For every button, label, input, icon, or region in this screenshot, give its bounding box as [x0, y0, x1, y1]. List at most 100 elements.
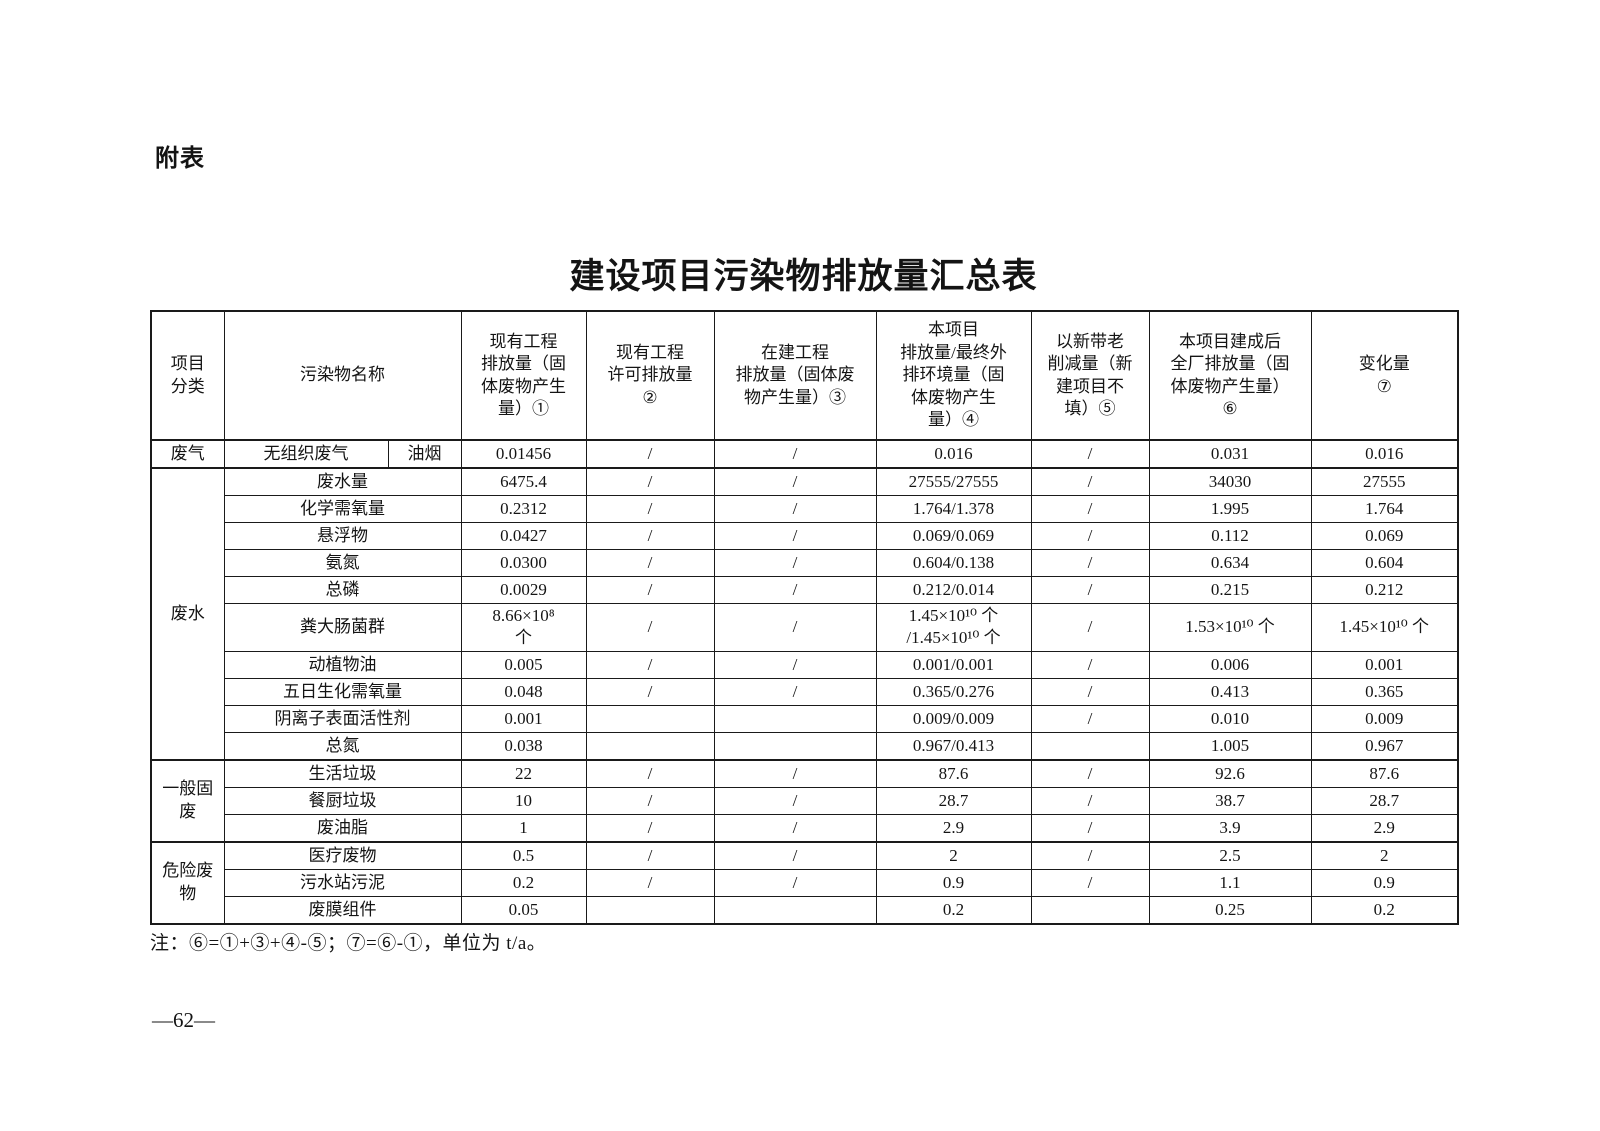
cell-value: 0.048 — [460, 677, 587, 706]
cell-value: / — [585, 786, 715, 815]
cell-value: 0.604 — [1310, 549, 1459, 577]
cell-value: / — [1030, 549, 1150, 577]
cell-pollutant-name: 粪大肠菌群 — [223, 603, 462, 652]
cell-value: / — [713, 677, 877, 706]
table-row: 废膜组件 0.05 0.2 0.25 0.2 — [151, 895, 1459, 925]
cell-value: 1.45×10¹⁰ 个 /1.45×10¹⁰ 个 — [875, 603, 1032, 652]
appendix-label: 附表 — [155, 145, 205, 172]
cell-value: / — [713, 868, 877, 897]
cell-value: 0.2 — [875, 895, 1032, 925]
table-row: 废气 无组织废气 油烟 0.01456//0.016/0.031 0.016 — [150, 439, 1459, 469]
cell-value: 27555/27555 — [875, 467, 1032, 496]
cell-value: 0.413 — [1148, 677, 1312, 706]
cell-value: 0.365 — [1310, 677, 1459, 706]
header-category: 项目 分类 — [150, 310, 225, 441]
cell-value — [585, 895, 715, 925]
emissions-table: 项目 分类 污染物名称 现有工程 排放量（固 体废物产生 量）① 现有工程 许可… — [150, 310, 1459, 925]
cell-value: / — [713, 603, 877, 652]
table-row: 氨氮 0.0300//0.604/0.138/0.634 0.604 — [151, 549, 1459, 577]
cell-value: 34030 — [1148, 467, 1312, 496]
header-project-emission: 本项目 排放量/最终外 排环境量（固 体废物产生 量）④ — [875, 310, 1032, 441]
table-row: 五日生化需氧量 0.048//0.365/0.276/0.413 0.365 — [151, 677, 1459, 706]
cell-value: 2.5 — [1148, 840, 1312, 870]
cell-value — [713, 704, 877, 733]
cell-value: / — [585, 758, 715, 788]
cell-value: 1.764/1.378 — [875, 495, 1032, 523]
header-row: 项目 分类 污染物名称 现有工程 排放量（固 体废物产生 量）① 现有工程 许可… — [150, 310, 1459, 441]
cell-value: 0.05 — [460, 895, 587, 925]
cell-pollutant-name: 氨氮 — [223, 549, 462, 577]
cell-value: / — [585, 650, 715, 679]
cell-value: 1.53×10¹⁰ 个 — [1148, 603, 1312, 652]
page-number: —62— — [152, 1008, 215, 1032]
cell-category: 废气 — [150, 439, 225, 469]
cell-value: 0.0427 — [460, 522, 587, 550]
cell-value: 0.038 — [460, 731, 587, 761]
cell-value: / — [1030, 522, 1150, 550]
cell-value: / — [1030, 786, 1150, 815]
cell-value: / — [713, 786, 877, 815]
cell-category: 一般固 废 — [150, 758, 225, 843]
cell-value: 0.005 — [460, 650, 587, 679]
cell-value: / — [713, 522, 877, 550]
cell-value: / — [713, 840, 877, 870]
cell-value: 0.5 — [460, 840, 587, 870]
table-body: 废气 无组织废气 油烟 0.01456//0.016/0.031 0.016 废水 废水量 6… — [150, 439, 1459, 925]
cell-value: 1.764 — [1310, 495, 1459, 523]
cell-value: 2 — [875, 840, 1032, 870]
cell-value: 87.6 — [1310, 758, 1459, 788]
cell-pollutant-name: 废膜组件 — [223, 895, 462, 925]
table-row: 悬浮物 0.0427//0.069/0.069/0.112 0.069 — [151, 522, 1459, 550]
cell-value: 38.7 — [1148, 786, 1312, 815]
cell-pollutant-name: 阴离子表面活性剂 — [223, 704, 462, 733]
cell-value: 8.66×10⁸ 个 — [460, 603, 587, 652]
cell-value: / — [713, 439, 877, 469]
cell-value — [585, 704, 715, 733]
cell-value: 28.7 — [1310, 786, 1459, 815]
cell-value: 0.2 — [1310, 895, 1459, 925]
cell-value — [585, 731, 715, 761]
cell-value: 6475.4 — [460, 467, 587, 496]
cell-value: 3.9 — [1148, 813, 1312, 843]
cell-value: 22 — [460, 758, 587, 788]
cell-value: / — [713, 495, 877, 523]
table-note: 注：⑥=①+③+④-⑤；⑦=⑥-①，单位为 t/a。 — [150, 933, 547, 954]
cell-pollutant-name: 餐厨垃圾 — [223, 786, 462, 815]
cell-value: 0.2312 — [460, 495, 587, 523]
cell-pollutant-name: 无组织废气 — [223, 439, 389, 469]
cell-value: 2.9 — [875, 813, 1032, 843]
emissions-table-wrap: 项目 分类 污染物名称 现有工程 排放量（固 体废物产生 量）① 现有工程 许可… — [150, 310, 1459, 925]
table-row: 动植物油 0.005//0.001/0.001/0.006 0.001 — [151, 650, 1459, 679]
cell-value: 0.2 — [460, 868, 587, 897]
cell-category: 危险废 物 — [150, 840, 225, 925]
cell-value — [1030, 731, 1150, 761]
cell-value: 0.634 — [1148, 549, 1312, 577]
cell-value: / — [585, 576, 715, 604]
cell-value: 0.212 — [1310, 576, 1459, 604]
cell-value: / — [1030, 439, 1150, 469]
cell-value: 1.995 — [1148, 495, 1312, 523]
cell-value: 0.604/0.138 — [875, 549, 1032, 577]
cell-value: / — [713, 576, 877, 604]
cell-value: / — [585, 677, 715, 706]
cell-pollutant-name: 废水量 — [223, 467, 462, 496]
cell-value: 0.0300 — [460, 549, 587, 577]
cell-value: / — [585, 439, 715, 469]
cell-value: / — [1030, 677, 1150, 706]
cell-value: / — [1030, 467, 1150, 496]
cell-pollutant-name: 总氮 — [223, 731, 462, 761]
cell-value: / — [1030, 758, 1150, 788]
cell-value: / — [713, 813, 877, 843]
table-row: 污水站污泥 0.2//0.9/1.1 0.9 — [151, 868, 1459, 897]
cell-value: / — [1030, 840, 1150, 870]
cell-category: 废水 — [150, 467, 225, 761]
cell-value: / — [1030, 576, 1150, 604]
header-pollutant-name: 污染物名称 — [223, 310, 462, 441]
cell-value: / — [585, 549, 715, 577]
cell-value: 1.1 — [1148, 868, 1312, 897]
cell-value: 2.9 — [1310, 813, 1459, 843]
cell-value: / — [1030, 603, 1150, 652]
cell-value: / — [713, 467, 877, 496]
cell-value: / — [585, 495, 715, 523]
header-change: 变化量 ⑦ — [1310, 310, 1459, 441]
